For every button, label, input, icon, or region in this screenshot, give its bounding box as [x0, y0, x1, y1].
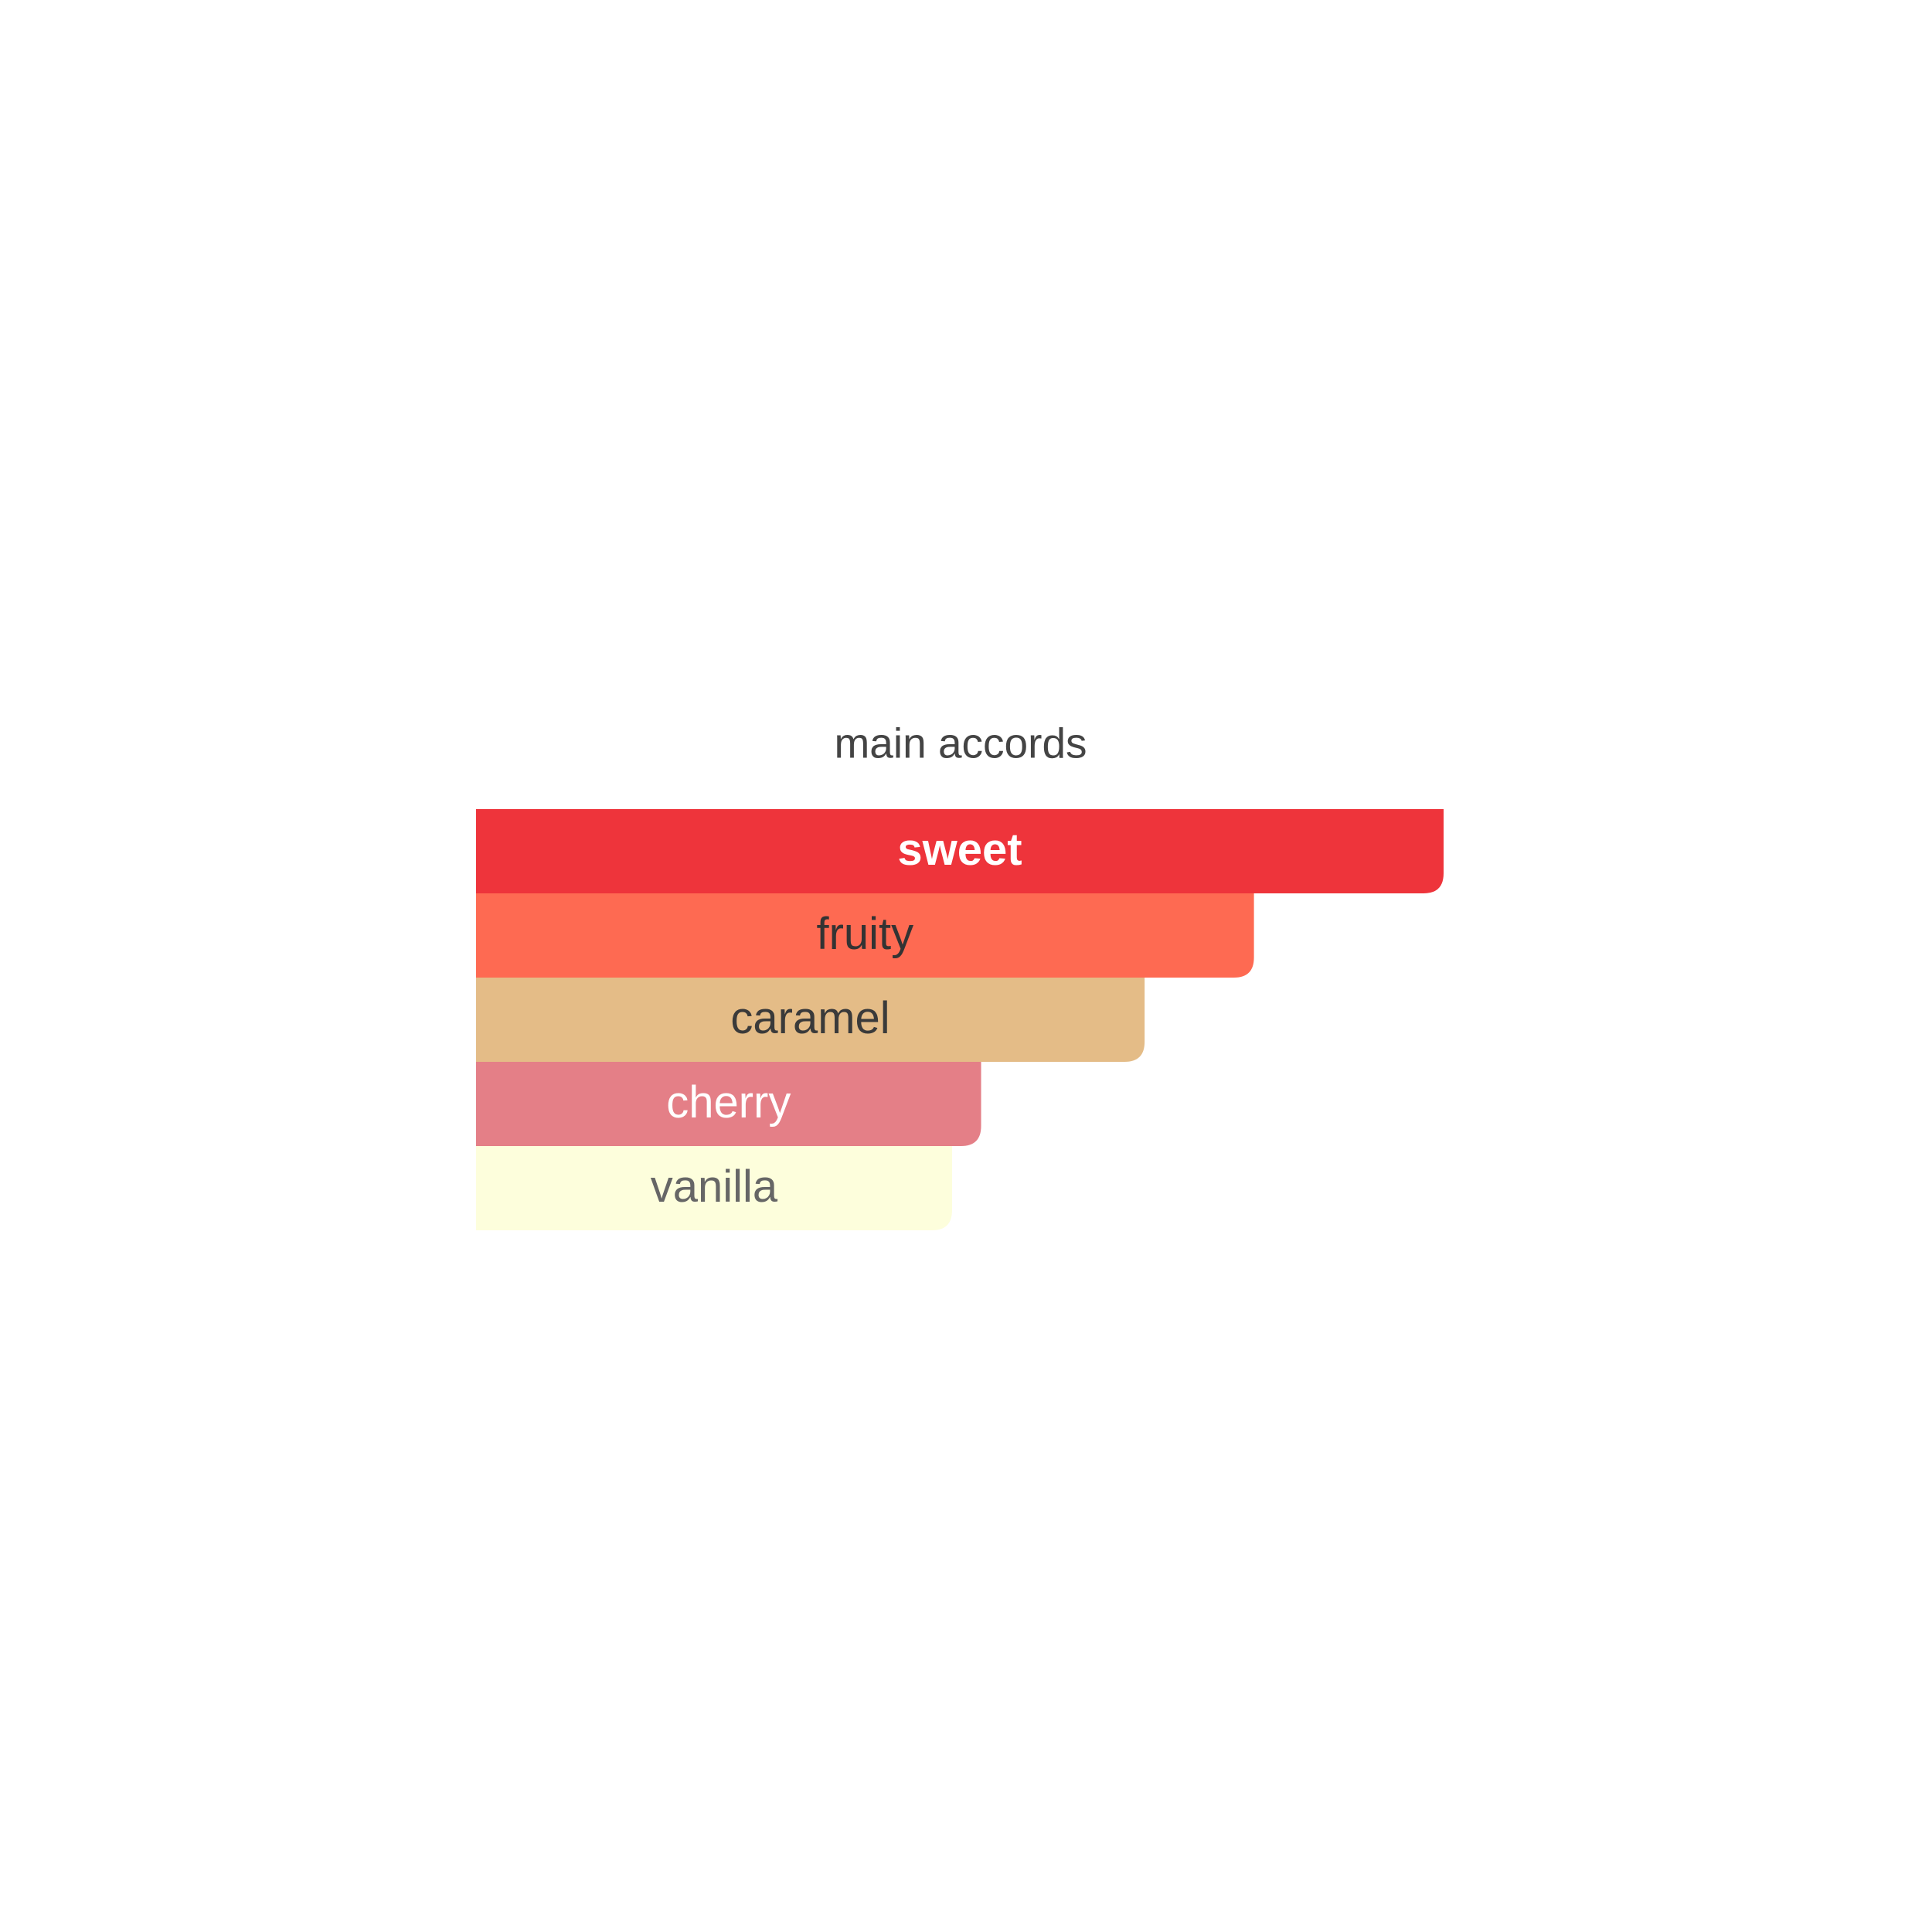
bar-label: sweet: [897, 825, 1022, 875]
bar: [476, 978, 1145, 1062]
bar: [476, 893, 1254, 978]
bar-label: cherry: [666, 1077, 791, 1128]
bar-label: caramel: [730, 993, 889, 1043]
bar-label: vanilla: [651, 1162, 778, 1212]
bar: [476, 1146, 952, 1230]
bar: [476, 809, 1444, 893]
bar: [476, 1062, 981, 1146]
chart-title: main accords: [834, 719, 1087, 767]
bar-label: fruity: [816, 909, 913, 959]
